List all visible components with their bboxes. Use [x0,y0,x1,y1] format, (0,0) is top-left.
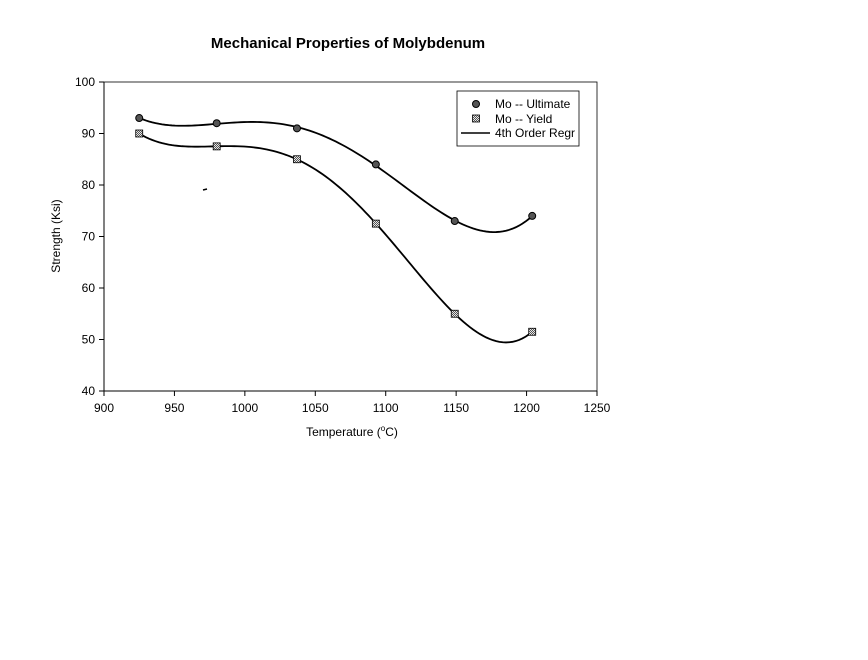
y-tick-label: 90 [82,127,96,141]
data-point-ultimate [371,160,380,169]
x-tick-label: 1100 [373,401,399,415]
data-point-yield [212,142,221,151]
x-axis: 900 950 1000 1050 1100 1150 1200 1250 [94,390,611,415]
y-tick-label: 100 [75,75,95,89]
y-tick-label: 50 [82,333,96,347]
data-point-yield [450,309,459,318]
x-tick-label: 1250 [584,401,611,415]
data-point-ultimate [292,124,301,133]
speck-mark [202,188,208,191]
trendlines [138,117,533,344]
data-point-yield [135,129,144,138]
y-tick-label: 40 [82,384,96,398]
x-tick-label: 950 [164,401,184,415]
x-tick-label: 900 [94,401,114,415]
data-point-yield [528,327,537,336]
data-point-ultimate [528,211,537,220]
legend-marker-ultimate [472,100,480,108]
y-axis: 40 50 60 70 80 90 100 [75,75,105,398]
legend-label-regression: 4th Order Regr [495,126,575,140]
trendline-ultimate [138,117,533,233]
data-point-ultimate [450,217,459,226]
legend-label-ultimate: Mo -- Ultimate [495,97,571,111]
y-tick-label: 80 [82,178,96,192]
x-tick-label: 1200 [513,401,540,415]
data-point-yield [293,155,301,164]
y-tick-label: 60 [82,281,96,295]
data-point-ultimate [135,114,144,123]
chart-title: Mechanical Properties of Molybdenum [211,35,485,52]
legend-label-yield: Mo -- Yield [495,112,552,126]
data-point-yield [371,219,380,228]
y-axis-label: Strength (Ksi) [49,199,63,272]
y-tick-label: 70 [82,230,96,244]
x-tick-label: 1150 [443,401,469,415]
data-point-ultimate [212,119,221,128]
trendline-yield [138,132,533,344]
legend-marker-yield [472,114,480,123]
x-axis-label: Temperature (oC) [306,424,398,439]
legend: Mo -- Ultimate Mo -- Yield 4th Order Reg… [456,90,580,147]
data-points [135,114,537,336]
x-tick-label: 1050 [302,401,329,415]
x-tick-label: 1000 [232,401,259,415]
